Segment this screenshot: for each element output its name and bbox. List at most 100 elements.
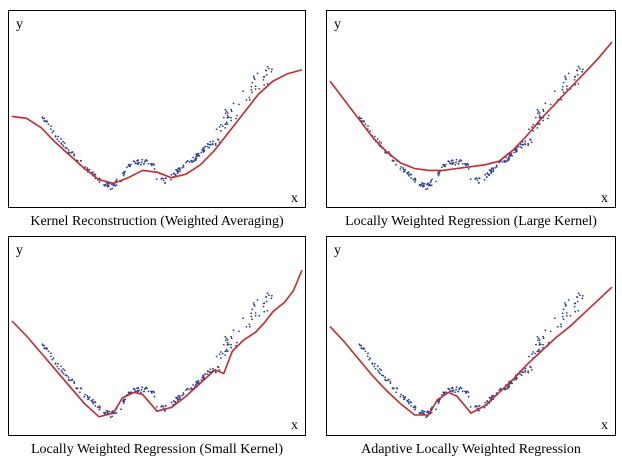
data-point — [384, 378, 386, 381]
data-point — [369, 130, 372, 132]
data-point — [381, 374, 383, 377]
data-point — [426, 187, 429, 190]
data-point — [581, 297, 584, 300]
data-point — [414, 181, 416, 183]
data-point — [577, 292, 580, 295]
data-point — [172, 172, 175, 175]
data-point — [129, 165, 132, 168]
data-point — [435, 408, 437, 411]
data-point — [520, 146, 523, 149]
data-points — [41, 65, 273, 191]
data-point — [103, 412, 106, 415]
data-point — [423, 410, 426, 413]
data-point — [206, 373, 209, 375]
data-point — [98, 408, 101, 411]
data-point — [252, 302, 255, 304]
data-point — [483, 178, 486, 181]
data-point — [553, 90, 556, 93]
data-point — [452, 389, 455, 392]
data-point — [226, 350, 229, 352]
data-point — [61, 371, 64, 373]
data-point — [430, 184, 433, 187]
data-point — [62, 140, 64, 143]
data-point — [367, 125, 369, 127]
data-point — [212, 367, 214, 370]
data-point — [44, 347, 46, 350]
data-point — [62, 145, 65, 148]
data-point — [531, 353, 533, 356]
data-point — [389, 380, 392, 383]
data-point — [254, 85, 257, 88]
data-point — [222, 116, 225, 119]
data-point — [250, 85, 253, 88]
data-point — [122, 174, 125, 177]
data-point — [422, 410, 425, 413]
data-point — [534, 352, 536, 355]
data-point — [137, 159, 140, 162]
data-point — [98, 405, 101, 408]
data-point — [224, 108, 227, 111]
data-point — [574, 84, 577, 86]
data-point — [501, 161, 504, 163]
data-point — [67, 149, 70, 151]
data-point — [395, 391, 397, 394]
data-point — [363, 120, 365, 122]
data-point — [529, 138, 531, 141]
data-point — [527, 370, 529, 372]
data-point — [221, 125, 224, 128]
data-point — [226, 341, 229, 344]
data-point — [73, 380, 75, 383]
data-point — [266, 83, 269, 85]
data-point — [191, 161, 194, 163]
data-point — [115, 412, 118, 414]
data-point — [454, 391, 457, 394]
data-point — [268, 67, 270, 70]
data-point — [178, 167, 181, 170]
data-point — [577, 83, 580, 85]
chart-panel-3: y x — [8, 236, 306, 436]
data-point — [445, 163, 447, 166]
data-point — [542, 110, 545, 113]
data-point — [111, 187, 114, 190]
data-point — [510, 154, 513, 157]
data-point — [207, 143, 210, 146]
data-point — [503, 159, 506, 162]
data-point — [531, 126, 533, 128]
data-point — [152, 390, 155, 393]
y-axis-label: y — [334, 243, 341, 258]
data-point — [374, 368, 377, 370]
data-point — [538, 339, 541, 341]
data-point — [46, 120, 48, 122]
data-point — [438, 173, 441, 175]
data-point — [122, 402, 125, 405]
data-point — [50, 352, 52, 355]
data-point — [562, 308, 565, 311]
data-point — [216, 365, 219, 368]
x-axis-label: x — [291, 191, 298, 206]
data-point — [265, 300, 268, 303]
data-point — [207, 370, 210, 373]
data-point — [492, 169, 495, 171]
data-point — [212, 140, 214, 143]
data-point — [499, 388, 502, 390]
data-point — [363, 347, 365, 350]
data-point — [225, 348, 228, 351]
data-point — [530, 368, 533, 371]
data-point — [140, 388, 143, 391]
data-point — [266, 292, 269, 295]
data-point — [380, 142, 383, 144]
data-point — [528, 355, 530, 358]
data-point — [236, 114, 238, 117]
data-point — [451, 159, 454, 162]
data-point — [579, 294, 581, 297]
data-point — [93, 173, 96, 176]
data-point — [64, 374, 67, 377]
series-line — [329, 286, 613, 416]
data-point — [262, 76, 265, 78]
data-point — [124, 170, 126, 173]
data-point — [569, 314, 572, 317]
data-point — [451, 162, 453, 165]
data-point — [516, 150, 518, 152]
data-point — [445, 391, 447, 393]
data-point — [116, 178, 118, 181]
